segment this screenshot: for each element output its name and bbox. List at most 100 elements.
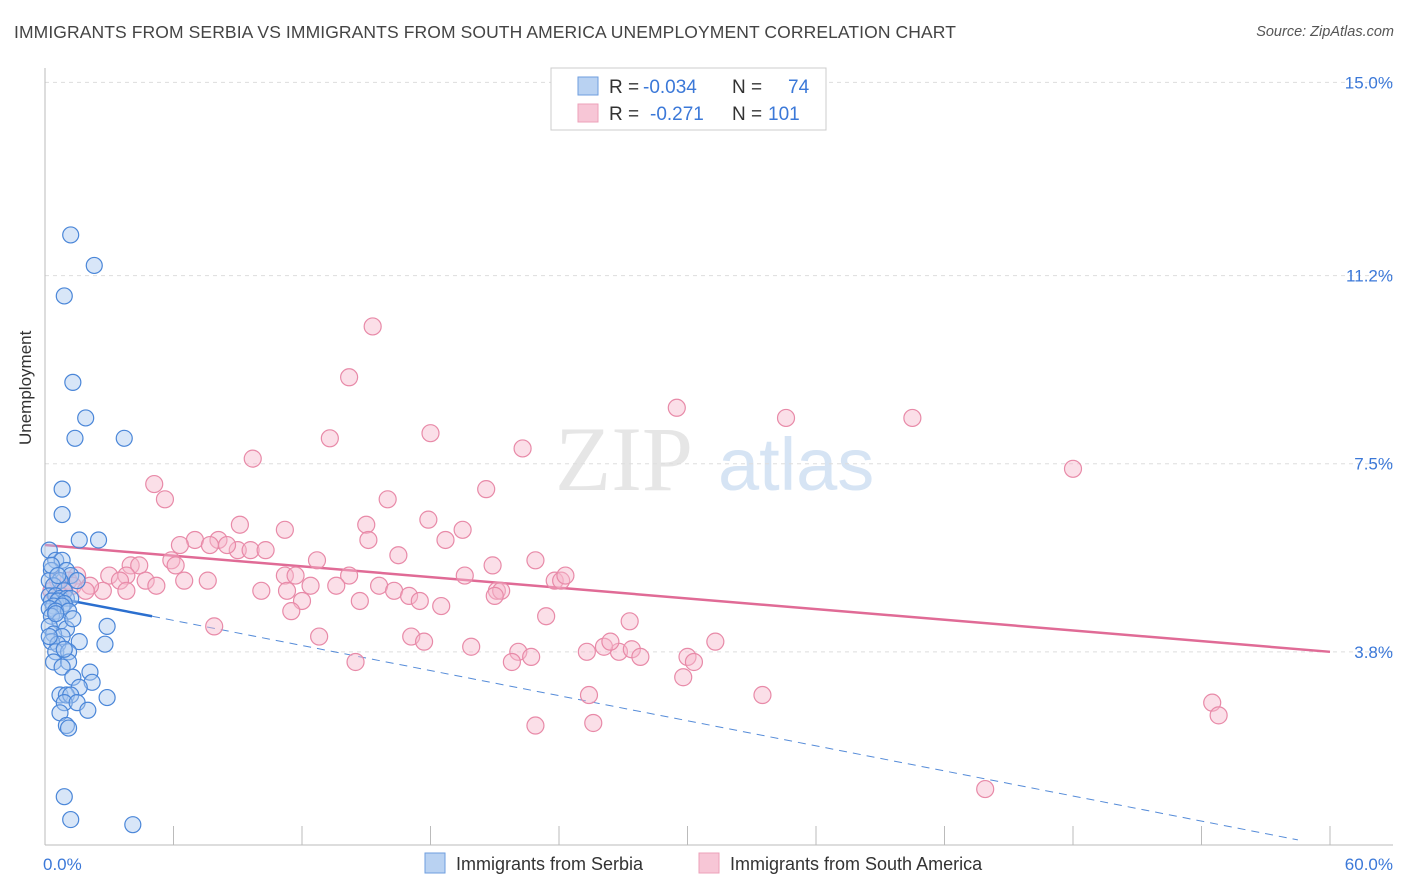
source-credit: Source: ZipAtlas.com <box>1256 24 1394 40</box>
point-south-america-93 <box>502 652 521 672</box>
point-serbia-64 <box>59 719 78 737</box>
point-south-america-16 <box>357 515 376 534</box>
point-serbia-39 <box>98 617 116 635</box>
stats-legend: R = -0.034 N = 74 R = -0.271 N = 101 <box>550 67 827 131</box>
point-south-america-59 <box>277 581 297 600</box>
legend-swatch-south-america <box>698 852 720 874</box>
point-south-america-60 <box>301 576 320 595</box>
point-south-america-44 <box>100 566 119 585</box>
point-south-america-79 <box>205 617 224 636</box>
point-south-america-101 <box>584 713 603 733</box>
point-south-america-4 <box>903 408 922 428</box>
point-south-america-25 <box>217 535 237 555</box>
series-legend: Immigrants from Serbia Immigrants from S… <box>424 852 983 874</box>
axes <box>44 68 1393 846</box>
point-south-america-94 <box>706 632 725 651</box>
point-south-america-32 <box>166 556 185 575</box>
stats-r-value-2: -0.271 <box>650 104 704 125</box>
gridlines <box>45 81 1393 653</box>
point-south-america-41 <box>136 571 155 590</box>
point-south-america-58 <box>252 581 271 600</box>
point-south-america-43 <box>198 571 217 590</box>
point-south-america-103 <box>1209 706 1228 725</box>
point-serbia-6 <box>115 429 133 447</box>
point-serbia-4 <box>77 409 95 427</box>
point-south-america-46 <box>117 581 136 600</box>
point-south-america-14 <box>230 515 249 534</box>
point-south-america-33 <box>275 566 294 585</box>
point-south-america-12 <box>155 490 175 509</box>
point-south-america-99 <box>753 685 772 705</box>
point-serbia-1 <box>85 256 103 275</box>
stats-r-label-1: R = <box>609 77 639 98</box>
y-tick-label-0: 3.8% <box>1354 643 1393 662</box>
point-south-america-75 <box>350 591 369 611</box>
y-tick-label-1: 7.5% <box>1354 455 1393 474</box>
point-south-america-104 <box>976 779 995 799</box>
point-serbia-63 <box>57 716 76 735</box>
tick-labels: 3.8% 7.5% 11.2% 15.0% 0.0% 60.0% <box>43 73 1393 874</box>
trend-line-serbia-extrapolated <box>151 615 1298 841</box>
point-south-america-80 <box>310 627 329 646</box>
stats-swatch-south-america <box>577 103 599 123</box>
stats-n-label-2: N = <box>732 104 762 125</box>
point-south-america-3 <box>776 408 796 428</box>
point-south-america-72 <box>556 566 575 585</box>
stats-n-value-1: 74 <box>788 77 810 98</box>
x-tick-label-1: 60.0% <box>1345 855 1393 874</box>
point-south-america-39 <box>526 551 545 570</box>
point-serbia-51 <box>81 663 99 681</box>
watermark-zip: ZIP <box>555 408 693 510</box>
point-south-america-26 <box>241 541 260 560</box>
point-serbia-70 <box>47 605 65 623</box>
point-serbia-67 <box>124 816 142 834</box>
point-south-america-64 <box>399 586 419 605</box>
point-south-america-7 <box>513 439 532 458</box>
stats-swatch-serbia <box>577 76 599 96</box>
point-south-america-9 <box>1063 459 1083 478</box>
point-south-america-78 <box>620 612 639 631</box>
point-serbia-9 <box>70 531 88 549</box>
point-serbia-58 <box>98 688 116 707</box>
data-points <box>40 226 1228 834</box>
trend-line-south-america <box>44 543 1331 654</box>
point-south-america-5 <box>320 429 339 448</box>
trend-lines <box>44 543 1331 841</box>
point-south-america-24 <box>170 535 190 555</box>
y-tick-label-3: 15.0% <box>1345 73 1393 92</box>
point-south-america-42 <box>175 571 194 590</box>
stats-r-label-2: R = <box>609 104 639 125</box>
point-serbia-69 <box>49 566 67 585</box>
point-south-america-15 <box>275 520 294 539</box>
point-south-america-34 <box>286 566 305 585</box>
point-south-america-96 <box>684 652 704 672</box>
point-south-america-0 <box>363 317 382 336</box>
point-south-america-36 <box>340 566 359 585</box>
point-serbia-3 <box>64 373 82 391</box>
point-serbia-5 <box>66 429 84 447</box>
point-south-america-10 <box>145 474 164 494</box>
point-south-america-47 <box>68 566 87 585</box>
point-south-america-66 <box>432 596 451 616</box>
stats-r-value-1: -0.034 <box>643 77 697 98</box>
point-south-america-21 <box>228 541 247 560</box>
point-south-america-1 <box>340 368 359 387</box>
point-south-america-11 <box>477 480 496 499</box>
point-serbia-59 <box>55 694 73 712</box>
point-south-america-82 <box>414 632 434 651</box>
x-tick-label-0: 0.0% <box>43 855 82 874</box>
watermark-atlas: atlas <box>718 423 874 506</box>
stats-n-label-1: N = <box>732 77 762 98</box>
point-south-america-45 <box>110 571 130 590</box>
chart-title: IMMIGRANTS FROM SERBIA VS IMMIGRANTS FRO… <box>14 22 957 42</box>
point-serbia-10 <box>89 531 108 549</box>
point-south-america-90 <box>631 647 650 666</box>
point-south-america-73 <box>455 566 474 585</box>
point-south-america-85 <box>577 642 596 661</box>
point-south-america-76 <box>282 602 301 621</box>
point-south-america-13 <box>378 490 397 509</box>
point-serbia-73 <box>55 640 73 658</box>
point-south-america-18 <box>453 520 472 539</box>
point-south-america-38 <box>483 556 502 575</box>
